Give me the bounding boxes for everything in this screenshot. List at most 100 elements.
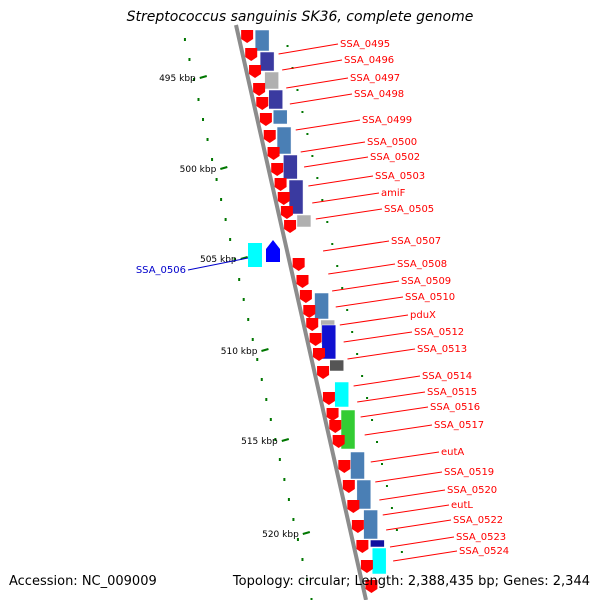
gene-label-leader [278,43,339,55]
gene-arrow-forward [360,560,373,573]
gene-label-leader [386,519,452,531]
tick-dot [238,278,241,281]
gene-label: SSA_0519 [444,467,494,478]
gene-arrow-forward [309,333,322,346]
tick-dot [356,353,359,355]
tick-dot [278,458,281,461]
scale-tick [281,438,290,442]
cog-bar-segment [283,154,298,180]
tick-dot [251,338,254,341]
gene-arrow-forward [332,435,345,448]
tick-dot [188,58,191,61]
cog-bar-segment [276,126,292,155]
gene-label: SSA_0496 [344,55,394,66]
cog-bar-segment [356,479,372,510]
gene-label-leader [339,314,409,326]
cog-bar-segment [321,324,337,360]
tick-dot [202,118,205,121]
scale-label: 520 kbp [262,530,299,540]
tick-dot [310,598,313,600]
genome-backbone [234,24,368,600]
gene-label-leader [335,296,404,308]
tick-dot [296,89,299,91]
tick-dot [341,287,344,289]
tick-dot [206,138,209,141]
gene-label-leader [379,489,446,501]
gene-arrow-forward [365,580,378,593]
gene-label-leader [393,550,458,562]
cog-bar-segment [350,451,365,480]
tick-dot [192,78,195,81]
tick-dot [197,98,200,101]
tick-dot [305,578,308,581]
genome-summary-text: Topology: circular; Length: 2,388,435 bp… [232,574,590,589]
gene-label-leader [286,77,349,89]
tick-dot [361,375,364,377]
gene-label-leader [323,240,390,252]
gene-arrow-forward [267,147,280,160]
gene-arrow-forward [292,258,305,271]
tick-dot [316,177,319,179]
scale-tick [220,166,228,170]
gene-label-leader [364,424,433,436]
tick-dot [371,419,374,421]
gene-label: SSA_0510 [405,292,455,303]
gene-label-leader [343,331,413,343]
tick-dot [229,238,232,241]
tick-dot [220,198,223,201]
gene-label-leader [389,536,455,548]
cog-bar-segment [296,214,312,228]
gene-arrow-forward [338,460,351,473]
tick-dot [242,298,245,301]
cog-bar-segment [259,51,275,72]
gene-label-leader [370,451,440,463]
gene-arrow-forward [322,392,335,405]
tick-dot [260,378,263,381]
gene-arrow-forward [306,318,319,331]
gene-label-leader [304,156,369,168]
tick-dot [366,397,369,399]
tick-dot [321,199,324,201]
gene-label: SSA_0508 [397,259,447,270]
tick-dot [247,318,250,321]
gene-arrow-forward [271,163,284,176]
gene-label: SSA_0512 [414,327,464,338]
gene-arrow-forward [280,206,293,219]
tick-dot [331,243,334,245]
cog-bar-segment [248,243,262,267]
tick-dot [215,178,218,181]
tick-dot [211,158,214,161]
gene-arrow-forward [253,83,266,96]
gene-arrow-forward [326,408,339,421]
cog-bar-segment [264,71,279,90]
tick-dot [385,485,388,487]
gene-label: SSA_0500 [367,137,417,148]
gene-label: SSA_0506 [136,265,186,276]
tick-dot [311,155,314,157]
gene-arrow-forward [303,305,316,318]
gene-arrow-forward [274,178,287,191]
gene-label: SSA_0499 [362,115,412,126]
gene-label: SSA_0502 [370,152,420,163]
tick-dot [269,418,272,421]
gene-arrows [241,30,378,593]
gene-label: SSA_0497 [350,73,400,84]
gene-label: SSA_0520 [447,485,497,496]
gene-label: SSA_0507 [391,236,441,247]
cog-bar-segment [268,89,283,110]
gene-label: SSA_0509 [401,276,451,287]
gene-label-leader [347,348,416,360]
gene-arrow-forward [356,540,369,553]
gene-label-leader [289,93,353,105]
tick-dot [256,358,259,361]
tick-dot [351,331,354,333]
gene-label: eutA [441,447,464,458]
gene-label-leader [332,280,400,292]
map-title: Streptococcus sanguinis SK36, complete g… [126,9,474,25]
gene-label-leader [300,141,366,153]
scale-tick [302,531,311,535]
gene-arrow-forward [263,130,276,143]
tick-dot [306,133,309,135]
tick-dot [296,538,299,541]
